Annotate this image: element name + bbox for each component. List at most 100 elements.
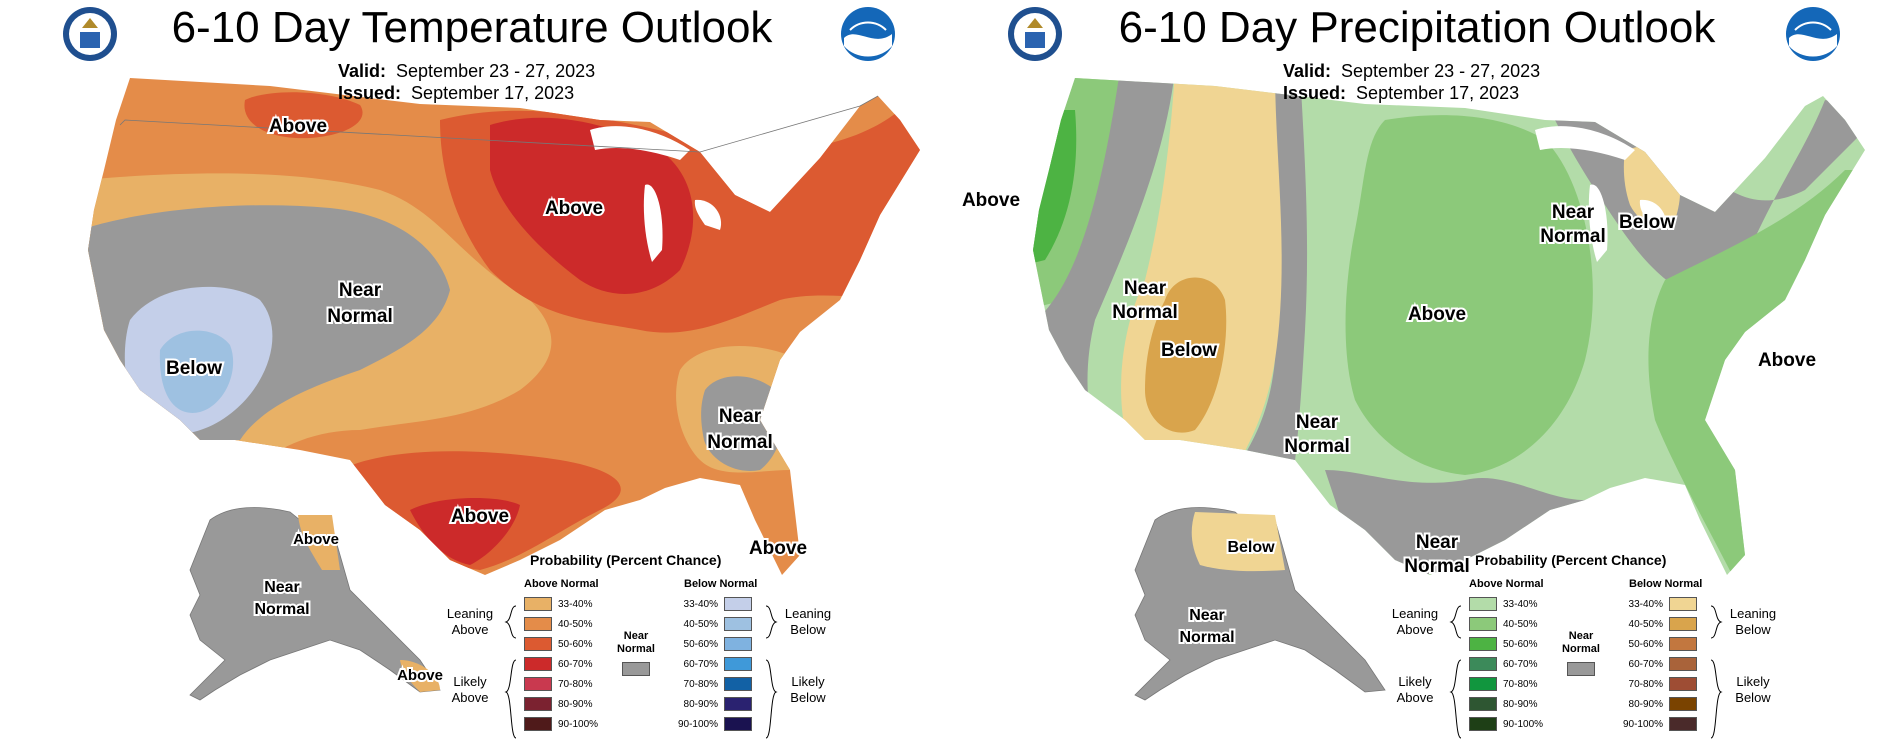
label-above-nw: Above	[269, 116, 327, 137]
label-near-normal-4c-2: Normal	[1284, 436, 1349, 457]
legend-swatch	[524, 617, 552, 631]
label-near-normal-se-2: Normal	[707, 432, 772, 453]
legend-swatch	[524, 637, 552, 651]
legend-row-below-60-70: 60-70%	[1619, 656, 1703, 672]
legend-range-label: 40-50%	[1628, 618, 1663, 630]
legend-swatch	[1469, 597, 1497, 611]
legend-range-label: 33-40%	[558, 598, 593, 610]
below-40-50-region	[1145, 277, 1227, 433]
legend-swatch	[1469, 617, 1497, 631]
label-above-midwest: Above	[545, 198, 603, 219]
legend-range-label: 40-50%	[558, 618, 593, 630]
legend-row-above-80-90: 80-90%	[524, 696, 592, 712]
lake-michigan-shape	[1588, 184, 1608, 262]
legend-range-label: 90-100%	[1622, 718, 1663, 730]
issued-value: September 17, 2023	[411, 83, 575, 103]
issued-label: Issued:	[338, 83, 402, 103]
label-above-alaska-se: Above	[293, 531, 339, 548]
above-50-60-east-region	[1801, 240, 1865, 400]
legend-range-label: 80-90%	[683, 698, 718, 710]
legend-row-above-40-50: 40-50%	[1469, 616, 1537, 632]
lake-michigan-shape	[643, 184, 663, 262]
legend-swatch	[724, 617, 752, 631]
label-near-normal-alaska-1: Near	[264, 579, 300, 596]
label-above-texas: Above	[451, 506, 509, 527]
legend-swatch	[1469, 717, 1497, 731]
label-near-normal-nw-1: Near	[1124, 278, 1167, 299]
legend-range-label: 70-80%	[683, 678, 718, 690]
legend-range-label: 70-80%	[1503, 678, 1538, 690]
label-above-plains: Above	[1408, 304, 1466, 325]
label-above-nw: Above	[962, 190, 1020, 211]
legend-swatch	[1669, 657, 1697, 671]
near-normal-nw-region	[1033, 78, 1175, 440]
above-60-70-region	[490, 117, 694, 294]
label-above-florida: Above	[749, 538, 807, 559]
legend-swatch	[524, 657, 552, 671]
legend-row-above-80-90: 80-90%	[1469, 696, 1537, 712]
near-normal-se-region	[701, 376, 784, 471]
legend-below-head: Below Normal	[684, 578, 758, 590]
legend-row-above-70-80: 70-80%	[1469, 676, 1537, 692]
legend-likely-above: Likely Above	[1396, 674, 1434, 705]
label-near-normal-west-1: Near	[339, 280, 382, 301]
issued-value: September 17, 2023	[1356, 83, 1520, 103]
legend-range-label: 90-100%	[558, 718, 599, 730]
label-near-normal-4c-1: Near	[1296, 412, 1339, 433]
legend-range-label: 50-60%	[1503, 638, 1538, 650]
legend-range-label: 80-90%	[558, 698, 593, 710]
label-near-normal-nw-2: Normal	[1112, 302, 1177, 323]
lake-huron-shape	[694, 199, 722, 230]
border-line	[119, 95, 879, 153]
legend-title: Probability (Percent Chance)	[530, 552, 722, 568]
legend-swatch	[524, 697, 552, 711]
legend-swatch	[724, 597, 752, 611]
label-above-east: Above	[1758, 350, 1816, 371]
legend-swatch	[524, 677, 552, 691]
alaska-above-region	[298, 515, 340, 570]
legend-row-below-50-60: 50-60%	[1619, 636, 1703, 652]
legend-above-head: Above Normal	[524, 578, 599, 590]
page-title: 6-10 Day Temperature Outlook	[171, 3, 773, 52]
label-near-normal-alaska-2: Normal	[1179, 629, 1234, 646]
temperature-outlook-panel: Above Above Near Normal Below Near Norma…	[0, 0, 944, 741]
legend-row-above-33-40: 33-40%	[1469, 596, 1537, 612]
temperature-map: Above Above Near Normal Below Near Norma…	[88, 78, 920, 701]
legend-leaning-above: Leaning Above	[446, 606, 494, 637]
legend-row-above-40-50: 40-50%	[524, 616, 592, 632]
legend-row-above-90-100: 90-100%	[1469, 716, 1543, 732]
lake-superior-shape	[590, 126, 690, 160]
legend-near-swatch	[622, 662, 650, 676]
legend-row-above-90-100: 90-100%	[524, 716, 598, 732]
legend-range-label: 40-50%	[683, 618, 718, 630]
valid-value: September 23 - 27, 2023	[1341, 61, 1541, 81]
legend-range-label: 80-90%	[1628, 698, 1663, 710]
valid-label: Valid:	[338, 61, 387, 81]
legend-swatch	[1469, 697, 1497, 711]
legend-swatch	[524, 597, 552, 611]
label-below-alaska: Below	[1227, 539, 1275, 556]
label-near-normal-west-2: Normal	[327, 306, 392, 327]
label-near-normal-gulf-2: Normal	[1404, 556, 1469, 577]
legend-braces-below	[1710, 605, 1723, 739]
noaa-logo-icon	[841, 7, 895, 61]
label-near-normal-se-1: Near	[719, 406, 762, 427]
legend-range-label: 60-70%	[683, 658, 718, 670]
legend-leaning-above: Leaning Above	[1391, 606, 1439, 637]
legend-swatch	[1469, 637, 1497, 651]
legend-row-below-70-80: 70-80%	[1619, 676, 1703, 692]
legend-row-above-50-60: 50-60%	[1469, 636, 1537, 652]
valid-dates: Valid: September 23 - 27, 2023	[1283, 60, 1540, 82]
label-near-normal-alaska-1: Near	[1189, 607, 1225, 624]
legend-above-head: Above Normal	[1469, 578, 1544, 590]
legend-swatch	[724, 677, 752, 691]
legend-braces-above	[504, 605, 517, 739]
legend-range-label: 40-50%	[1503, 618, 1538, 630]
precipitation-legend: Probability (Percent Chance) Above Norma…	[1392, 552, 1873, 740]
precipitation-outlook-panel: Above Near Normal Below Near Normal Abov…	[945, 0, 1889, 741]
legend-row-below-33-40: 33-40%	[1619, 596, 1703, 612]
precipitation-map: Above Near Normal Below Near Normal Abov…	[960, 78, 1865, 701]
legend-range-label: 50-60%	[558, 638, 593, 650]
valid-value: September 23 - 27, 2023	[396, 61, 596, 81]
legend-below-head: Below Normal	[1629, 578, 1703, 590]
